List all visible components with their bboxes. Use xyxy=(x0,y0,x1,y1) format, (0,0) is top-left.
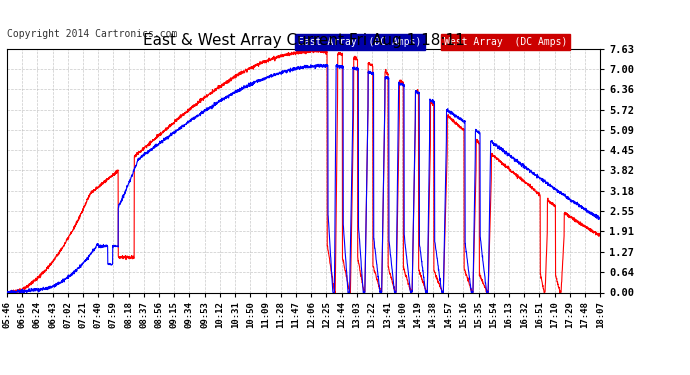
Text: Copyright 2014 Cartronics.com: Copyright 2014 Cartronics.com xyxy=(7,29,177,39)
Title: East & West Array Current Fri Aug 1 18:11: East & West Array Current Fri Aug 1 18:1… xyxy=(143,33,464,48)
Text: East Array  (DC Amps): East Array (DC Amps) xyxy=(298,37,422,47)
Text: West Array  (DC Amps): West Array (DC Amps) xyxy=(444,37,567,47)
